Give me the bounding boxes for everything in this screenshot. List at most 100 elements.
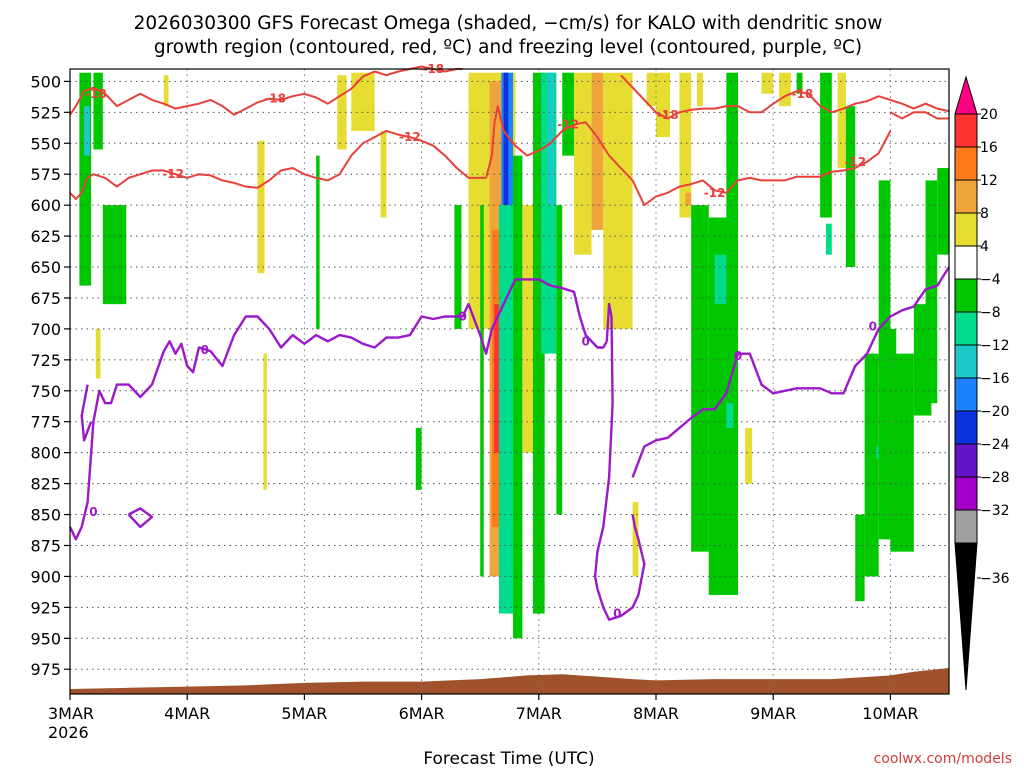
contour-label-5: -18 — [657, 108, 679, 122]
colorbar-segment-8 — [954, 344, 978, 379]
y-tick-label-650: 650 — [30, 258, 61, 277]
omega-band-3 — [102, 205, 127, 305]
y-tick-label-725: 725 — [30, 351, 61, 370]
y-axis: 500 525 550 575 600 625 650 675 700 725 750 775 800 8… — [30, 72, 70, 679]
red-contour-3 — [485, 105, 892, 207]
omega-band-1 — [84, 106, 90, 156]
colorbar-tick-label-6: −8 — [980, 305, 1001, 321]
y-tick-label-675: 675 — [30, 289, 61, 308]
purple-contour-3 — [593, 302, 646, 621]
omega-band-38 — [697, 72, 703, 107]
colorbar-tick-label-3: 8 — [980, 206, 989, 222]
colorbar-tick-label-7: −12 — [980, 338, 1010, 354]
purple-contour-1 — [80, 384, 93, 442]
x-tick-label-7MAR: 7MAR — [516, 704, 562, 723]
omega-band-47 — [820, 72, 832, 218]
y-tick-label-950: 950 — [30, 629, 61, 648]
omega-band-34 — [656, 72, 671, 138]
y-tick-label-600: 600 — [30, 196, 61, 215]
omega-band-45 — [779, 72, 791, 107]
contour-label-13: 0 — [582, 334, 590, 348]
y-tick-label-975: 975 — [30, 660, 61, 679]
omega-band-28 — [562, 72, 574, 156]
omega-band-33 — [646, 72, 656, 107]
omega-band-30 — [591, 72, 604, 230]
y-tick-label-625: 625 — [30, 227, 61, 246]
colorbar-bottom-triangle — [954, 542, 978, 691]
omega-band-6 — [257, 140, 265, 274]
colorbar-segment-11 — [954, 443, 978, 478]
omega-band-46 — [796, 72, 803, 94]
y-tick-label-550: 550 — [30, 134, 61, 153]
terrain-layer — [70, 668, 949, 694]
omega-band-20 — [503, 72, 509, 206]
colorbar-tick-label-2: 12 — [980, 173, 998, 189]
colorbar-tick-label-4: 4 — [980, 239, 989, 255]
y-tick-label-775: 775 — [30, 413, 61, 432]
omega-band-32 — [632, 502, 639, 577]
y-tick-label-525: 525 — [30, 103, 61, 122]
x-axis-title: Forecast Time (UTC) — [423, 749, 594, 768]
contour-label-16: 0 — [869, 319, 877, 333]
x-tick-label-8MAR: 8MAR — [633, 704, 679, 723]
omega-band-52 — [864, 353, 879, 577]
omega-band-10 — [351, 72, 375, 131]
omega-band-22 — [513, 155, 523, 639]
colorbar-tick-label-0: 20 — [980, 107, 998, 123]
omega-band-41 — [726, 72, 739, 230]
y-tick-label-500: 500 — [30, 72, 61, 91]
omega-band-50 — [845, 106, 856, 268]
y-tick-label-750: 750 — [30, 382, 61, 401]
omega-band-29 — [573, 72, 592, 255]
omega-band-17 — [494, 304, 499, 453]
colorbar-segment-6 — [954, 278, 978, 313]
y-tick-label-825: 825 — [30, 475, 61, 494]
omega-band-26 — [548, 72, 555, 206]
contour-label-10: 0 — [201, 343, 209, 357]
red-contour-1 — [620, 74, 950, 120]
colorbar-segment-10 — [954, 410, 978, 445]
omega-band-58 — [925, 180, 938, 404]
omega-band-56 — [890, 353, 914, 552]
x-axis: 3MAR 4MAR 5MAR 6MAR 7MAR 8MAR 9MAR 10MAR — [48, 694, 919, 723]
colorbar-tick-label-12: −32 — [980, 503, 1010, 519]
colorbar-tick-label-13: −36 — [980, 571, 1010, 587]
chart-title-line-2: growth region (contoured, red, ºC) and f… — [154, 37, 862, 58]
contour-lines — [68, 65, 951, 621]
purple-contour-0 — [68, 278, 608, 541]
x-tick-label-3MAR: 3MAR — [48, 704, 94, 723]
colorbar-segment-3 — [954, 179, 978, 214]
omega-band-49 — [837, 72, 846, 169]
colorbar-segment-12 — [954, 476, 978, 511]
contour-label-8: -12 — [844, 155, 866, 169]
contour-label-7: -18 — [792, 87, 814, 101]
y-tick-label-575: 575 — [30, 165, 61, 184]
colorbar-tick-label-11: −28 — [980, 470, 1010, 486]
colorbar-tick-label-10: −24 — [980, 437, 1010, 453]
contour-label-11: 0 — [89, 505, 97, 519]
colorbar-tick-label-8: −16 — [980, 371, 1010, 387]
y-tick-label-700: 700 — [30, 320, 61, 339]
y-tick-label-875: 875 — [30, 536, 61, 555]
contour-label-4: -12 — [557, 118, 579, 132]
colorbar-segment-2 — [954, 146, 978, 181]
omega-band-8 — [316, 155, 320, 329]
contour-label-15: 0 — [734, 349, 742, 363]
credit-text: coolwx.com/models — [874, 751, 1012, 767]
x-tick-label-5MAR: 5MAR — [281, 704, 327, 723]
y-tick-label-850: 850 — [30, 506, 61, 525]
terrain-fill — [70, 668, 949, 694]
contour-label-1: -18 — [264, 92, 286, 106]
chart-title-line-1: 2026030300 GFS Forecast Omega (shaded, −… — [134, 13, 883, 34]
omega-band-42 — [726, 403, 734, 428]
contour-label-0: -18 — [85, 87, 107, 101]
contour-label-3: -12 — [399, 130, 421, 144]
colorbar-segment-7 — [954, 311, 978, 346]
omega-band-18 — [480, 205, 484, 577]
x-tick-label-10MAR: 10MAR — [862, 704, 918, 723]
x-tick-label-4MAR: 4MAR — [164, 704, 210, 723]
colorbar-tick-label-9: −20 — [980, 404, 1010, 420]
